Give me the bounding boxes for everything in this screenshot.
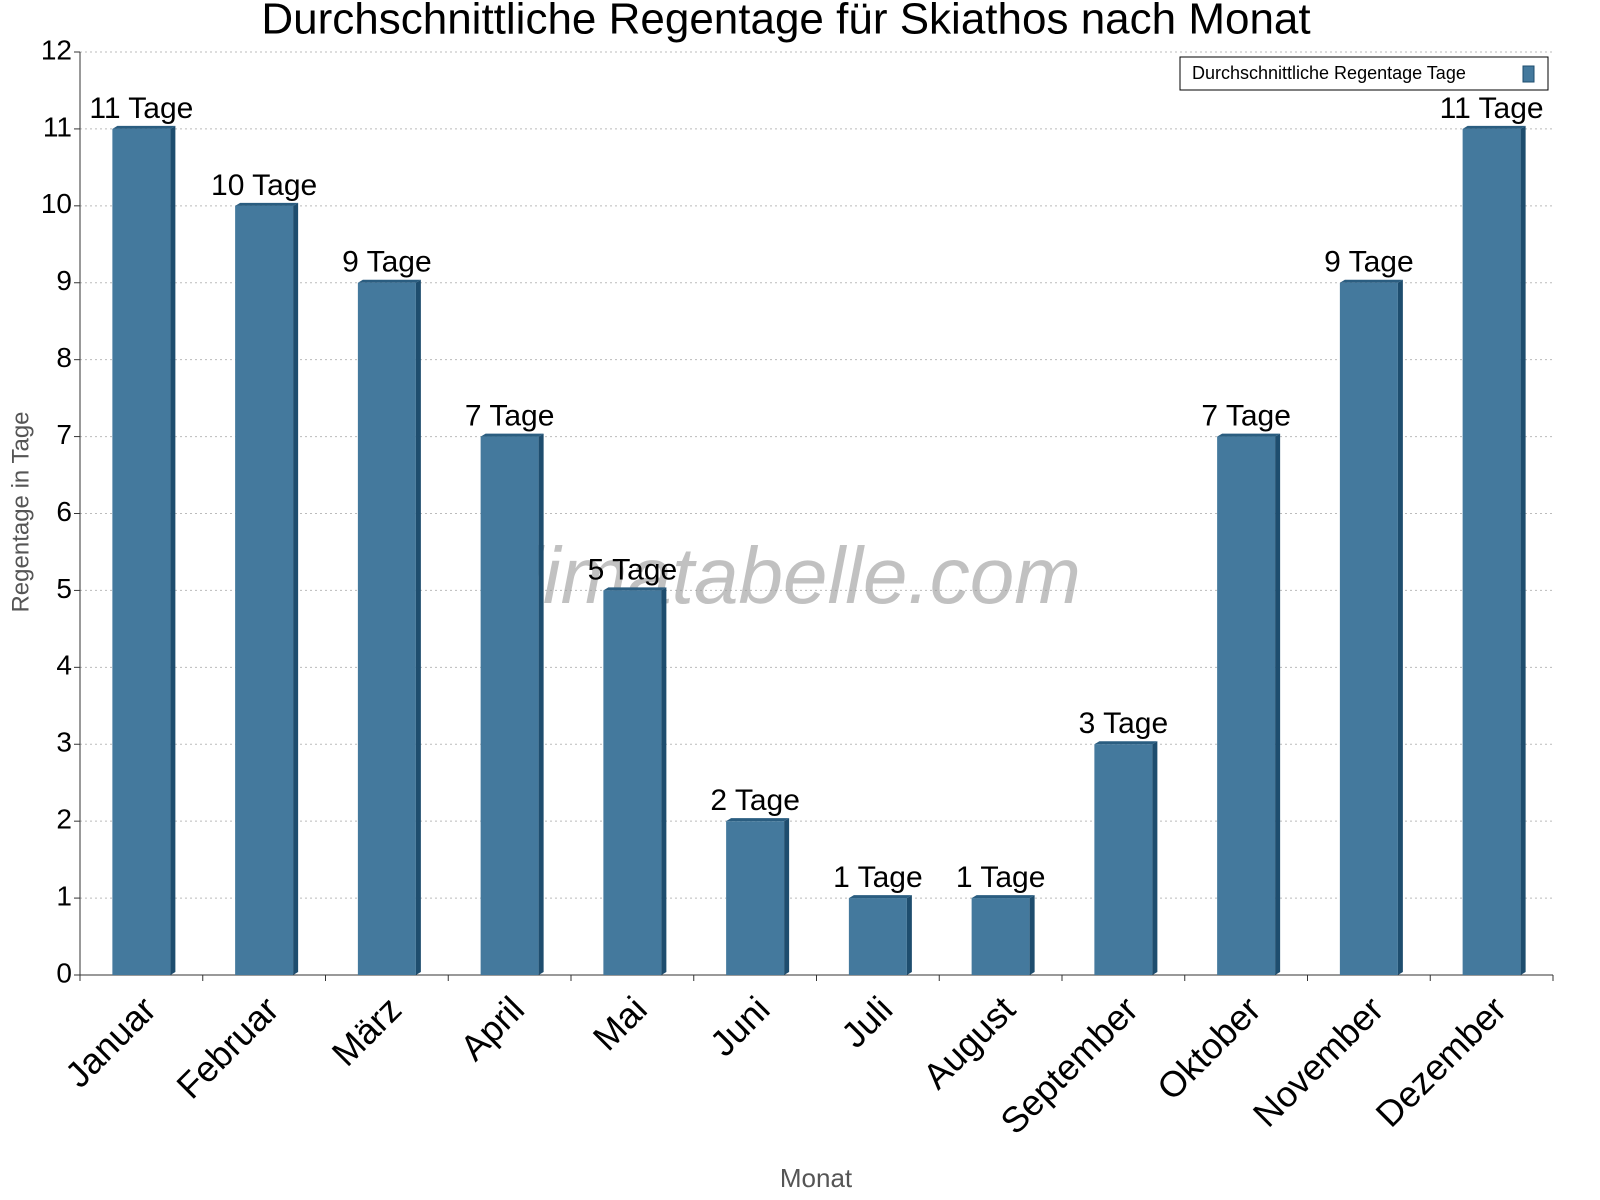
y-axis-title: Regentage in Tage xyxy=(7,411,34,612)
bar xyxy=(480,436,539,975)
bar-side xyxy=(1152,741,1158,975)
value-label: 1 Tage xyxy=(956,861,1046,894)
x-tick-label: Dezember xyxy=(1368,988,1514,1134)
bar-top xyxy=(603,587,667,591)
x-tick-label: März xyxy=(324,988,410,1074)
value-label: 7 Tage xyxy=(465,400,555,433)
y-tick-label: 5 xyxy=(56,573,72,604)
bar xyxy=(1217,436,1276,975)
bar-top xyxy=(848,895,912,899)
value-label: 9 Tage xyxy=(342,246,432,279)
bar-group xyxy=(848,895,912,975)
bar-side xyxy=(1520,125,1526,975)
bar-group xyxy=(1462,125,1526,975)
bar-side xyxy=(1029,895,1035,975)
bar-top xyxy=(971,895,1035,899)
value-label: 7 Tage xyxy=(1201,400,1291,433)
bar xyxy=(357,282,416,975)
value-label: 11 Tage xyxy=(89,92,193,125)
bar-side xyxy=(170,125,176,975)
bar xyxy=(1339,282,1398,975)
y-tick-label: 1 xyxy=(56,880,72,911)
value-label: 1 Tage xyxy=(833,861,923,894)
bar xyxy=(603,590,662,975)
bar-group xyxy=(971,895,1035,975)
bar-top xyxy=(357,279,421,283)
bar-top xyxy=(1462,125,1526,129)
bar xyxy=(1094,744,1153,975)
bar-side xyxy=(906,895,912,975)
bar-side xyxy=(538,433,544,975)
x-tick-label: August xyxy=(915,988,1023,1096)
chart-title: Durchschnittliche Regentage für Skiathos… xyxy=(261,0,1310,44)
bar-group xyxy=(1094,741,1158,975)
bar-top xyxy=(1217,433,1281,437)
value-label: 2 Tage xyxy=(710,784,800,817)
y-tick-label: 6 xyxy=(56,496,72,527)
bar-side xyxy=(1397,279,1403,975)
watermark: klimatabelle.com xyxy=(485,531,1081,620)
bar xyxy=(971,898,1030,975)
y-tick-label: 3 xyxy=(56,727,72,758)
bar-top xyxy=(480,433,544,437)
y-tick-label: 0 xyxy=(56,957,72,988)
x-tick-label: April xyxy=(452,988,532,1068)
value-label: 5 Tage xyxy=(588,553,678,586)
y-tick-label: 12 xyxy=(41,34,72,65)
y-tick-label: 7 xyxy=(56,419,72,450)
bar-top xyxy=(1339,279,1403,283)
bar xyxy=(1462,128,1521,975)
bar-group xyxy=(726,818,790,975)
value-label: 11 Tage xyxy=(1440,92,1544,125)
bar-group xyxy=(480,433,544,975)
bar-group xyxy=(1339,279,1403,975)
legend: Durchschnittliche Regentage Tage xyxy=(1179,56,1549,91)
y-tick-label: 11 xyxy=(43,111,72,142)
x-tick-label: Januar xyxy=(57,988,164,1095)
legend-label: Durchschnittliche Regentage Tage xyxy=(1192,63,1466,83)
bar-group xyxy=(112,125,176,975)
bar-side xyxy=(293,202,299,976)
x-tick-label: Mai xyxy=(585,988,655,1058)
bar xyxy=(235,205,294,976)
bar xyxy=(112,128,171,975)
y-tick-label: 2 xyxy=(56,804,72,835)
x-tick-label: Juni xyxy=(702,988,778,1064)
y-tick-label: 10 xyxy=(41,188,72,219)
x-tick-label: Juli xyxy=(833,988,900,1055)
legend-box xyxy=(1179,56,1549,91)
y-tick-label: 9 xyxy=(56,265,72,296)
bar-group xyxy=(357,279,421,975)
bar-top xyxy=(1094,741,1158,745)
bar xyxy=(848,898,907,975)
legend-swatch xyxy=(1522,65,1535,83)
x-tick-label: Februar xyxy=(168,988,286,1106)
bar-group xyxy=(235,202,299,976)
value-label: 9 Tage xyxy=(1324,246,1414,279)
bar-side xyxy=(661,587,667,975)
x-tick-label: November xyxy=(1245,988,1391,1134)
bar-top xyxy=(235,202,299,206)
bar-top xyxy=(112,125,176,129)
bar-group xyxy=(1217,433,1281,975)
y-tick-label: 4 xyxy=(56,650,72,681)
bar-group xyxy=(603,587,667,975)
bar-side xyxy=(1275,433,1281,975)
bar-side xyxy=(784,818,790,975)
bar-side xyxy=(415,279,421,975)
x-tick-label: Oktober xyxy=(1149,988,1269,1108)
x-axis-title: Monat xyxy=(780,1163,853,1193)
bar xyxy=(726,821,785,975)
value-label: 10 Tage xyxy=(211,169,317,202)
y-tick-label: 8 xyxy=(56,342,72,373)
bar-top xyxy=(726,818,790,822)
value-label: 3 Tage xyxy=(1079,707,1169,740)
